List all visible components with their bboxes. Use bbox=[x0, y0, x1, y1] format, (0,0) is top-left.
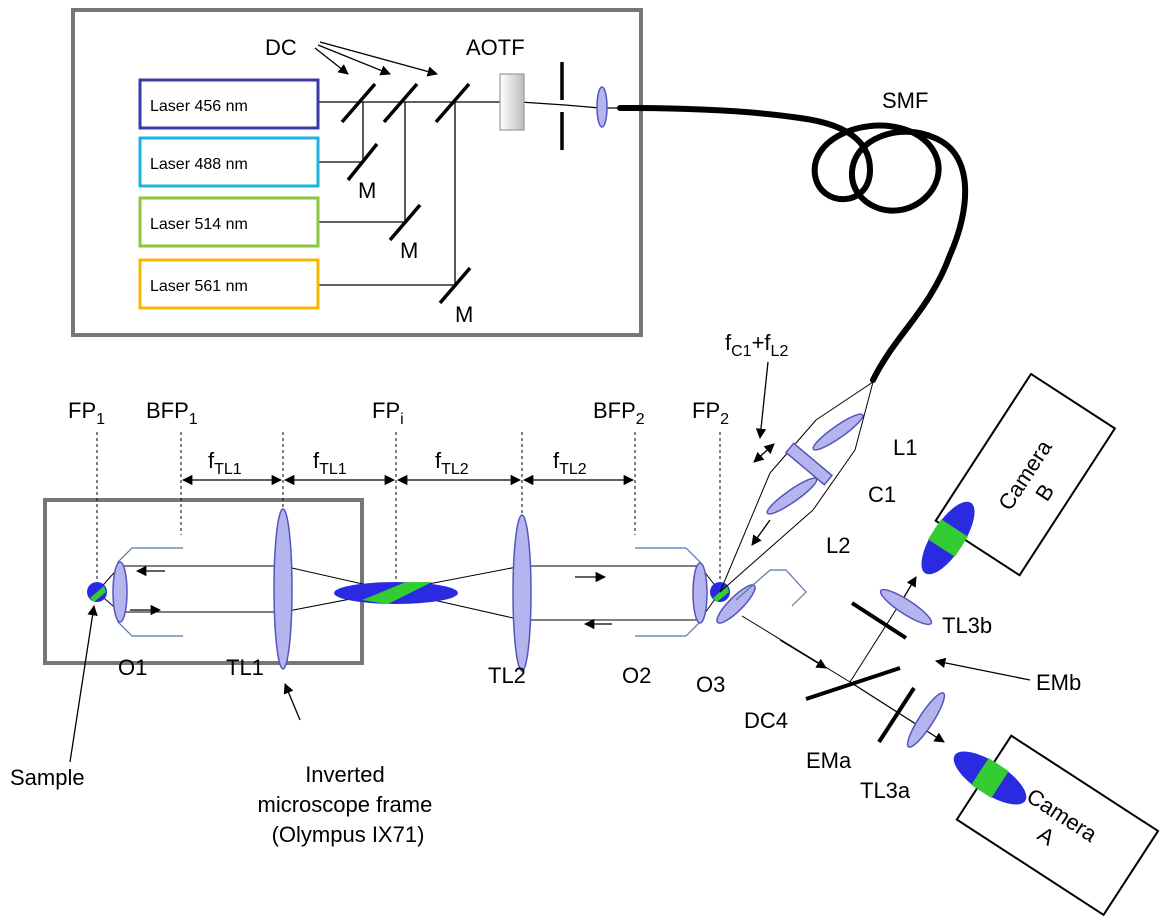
dc-arrows bbox=[315, 42, 437, 74]
emb-label: EMb bbox=[1036, 670, 1081, 695]
sample-pointer bbox=[70, 606, 94, 762]
frame-pointer bbox=[285, 684, 300, 720]
l1-label: L1 bbox=[893, 435, 917, 460]
camera-b: Camera B bbox=[912, 374, 1115, 582]
tl3a-label: TL3a bbox=[860, 778, 911, 803]
mirror-label-3: M bbox=[455, 302, 473, 327]
illum-direction-arrow bbox=[752, 520, 770, 545]
fc1-fl2-arrows bbox=[754, 362, 774, 462]
objective-o1 bbox=[113, 548, 183, 636]
bfp2-label: BFP2 bbox=[593, 398, 645, 428]
ftl1-label-b: fTL1 bbox=[313, 448, 347, 478]
fp2-label: FP2 bbox=[692, 398, 729, 428]
sample-bead bbox=[87, 582, 107, 602]
microscope-frame bbox=[45, 500, 362, 663]
ftl2-label-a: fTL2 bbox=[435, 448, 469, 478]
emission-filter-ema bbox=[879, 688, 914, 742]
tube-lens-tl2 bbox=[513, 515, 531, 671]
laser-561-label: Laser 561 nm bbox=[150, 278, 248, 295]
ftl1-label-a: fTL1 bbox=[208, 448, 242, 478]
sample-label: Sample bbox=[10, 765, 85, 790]
fpi-label: FPi bbox=[372, 398, 404, 428]
dc4-label: DC4 bbox=[744, 708, 788, 733]
aotf-label: AOTF bbox=[466, 35, 525, 60]
l2-label: L2 bbox=[826, 533, 850, 558]
c1-label: C1 bbox=[868, 482, 896, 507]
emb-pointer bbox=[936, 661, 1030, 680]
laser-514-label: Laser 514 nm bbox=[150, 216, 248, 233]
ftl2-label-b: fTL2 bbox=[553, 448, 587, 478]
laser-combiner-box: Laser 456 nm Laser 488 nm Laser 514 nm L… bbox=[73, 10, 641, 335]
laser-488-label: Laser 488 nm bbox=[150, 156, 248, 173]
tl3b-label: TL3b bbox=[942, 613, 992, 638]
cylindrical-lens-c1 bbox=[786, 443, 832, 484]
laser-456-label: Laser 456 nm bbox=[150, 98, 248, 115]
aotf-crystal bbox=[500, 74, 524, 130]
frame-caption: Inverted microscope frame (Olympus IX71) bbox=[258, 762, 439, 847]
mirror-label-2: M bbox=[400, 238, 418, 263]
o2-label: O2 bbox=[622, 663, 651, 688]
o1-label: O1 bbox=[118, 655, 147, 680]
fp1-label: FP1 bbox=[68, 398, 105, 428]
camera-a: Camera A bbox=[946, 736, 1158, 915]
fiber-coupling-lens bbox=[597, 87, 607, 127]
objective-o2 bbox=[635, 548, 707, 636]
smf-label: SMF bbox=[882, 88, 928, 113]
dichroic-dc4 bbox=[806, 668, 900, 699]
dc-label: DC bbox=[265, 35, 297, 60]
o3-label: O3 bbox=[696, 672, 725, 697]
tl2-label: TL2 bbox=[488, 663, 526, 688]
ema-label: EMa bbox=[806, 748, 852, 773]
tube-lens-tl1 bbox=[274, 509, 292, 669]
detection-rays bbox=[742, 594, 906, 682]
mirror-label-1: M bbox=[358, 178, 376, 203]
intermediate-image bbox=[334, 582, 458, 604]
lens-l1 bbox=[810, 410, 866, 454]
fc1-fl2-label: fC1+fL2 bbox=[725, 330, 788, 360]
tl1-label: TL1 bbox=[226, 655, 264, 680]
fold-mirrors bbox=[348, 144, 470, 303]
single-mode-fiber bbox=[620, 108, 965, 380]
bfp1-label: BFP1 bbox=[146, 398, 198, 428]
